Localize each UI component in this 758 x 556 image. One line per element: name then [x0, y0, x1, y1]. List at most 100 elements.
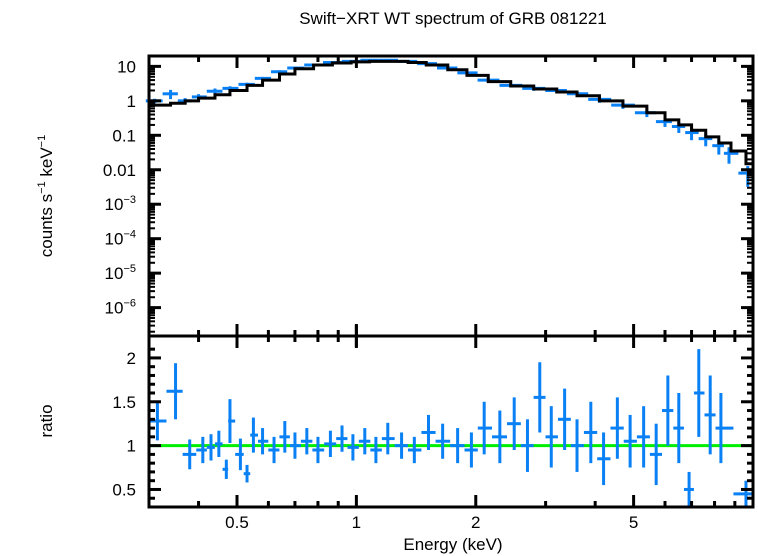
x-tick-label: 2 [471, 513, 480, 532]
ratio-data-point [557, 388, 571, 450]
y-tick-label: 0.01 [103, 161, 136, 180]
y-tick-label: 1 [127, 92, 136, 111]
ratio-data-point [673, 393, 684, 464]
spectrum-model-series [149, 59, 753, 166]
ratio-data-point [289, 432, 301, 459]
ratio-data-point [435, 423, 451, 459]
ratio-x-ticks: 0.5 1 2 5 [197, 336, 737, 532]
ratio-data-point [347, 434, 359, 461]
ratio-data-point [693, 349, 705, 437]
ratio-data-point [715, 393, 734, 464]
ratio-data-point [583, 401, 598, 464]
ratio-data-point [148, 401, 167, 441]
x-tick-label: 1 [352, 513, 361, 532]
tick-exponent: −5 [123, 263, 136, 275]
ratio-data-series [148, 349, 753, 507]
ratio-data-point [704, 375, 716, 455]
x-tick-label: 0.5 [225, 513, 249, 532]
ylabel-exp1: −1 [36, 181, 48, 194]
ratio-data-point [166, 363, 183, 420]
ratio-data-point [597, 432, 611, 486]
y-tick-label: 10−6 [105, 298, 136, 318]
model-step-line [149, 59, 753, 166]
tick-base: 0.1 [112, 126, 136, 145]
x-axis-label: Energy (keV) [403, 535, 502, 554]
ratio-data-point [507, 397, 521, 450]
ratio-panel: 0.5 1 1.5 2 0.5 1 2 5 ratio Energy (keV) [37, 334, 755, 554]
y-tick-label: 10−5 [105, 263, 136, 283]
ratio-data-point [477, 401, 493, 455]
ratio-data-point [570, 419, 584, 472]
ratio-data-point [649, 423, 663, 486]
tick-base: 10 [105, 264, 124, 283]
chart-title: Swift−XRT WT spectrum of GRB 081221 [299, 9, 607, 28]
ratio-data-point [182, 439, 197, 470]
y-tick-label: 10 [117, 57, 136, 76]
ratio-data-point [250, 417, 258, 453]
ratio-data-point [358, 428, 371, 455]
ratio-data-point [464, 432, 478, 468]
ratio-data-point [243, 464, 251, 483]
y-tick-label: 0.5 [112, 480, 136, 499]
ratio-data-point [421, 414, 436, 450]
x-tick-label: 5 [629, 513, 638, 532]
ratio-data-point [257, 428, 269, 455]
spectrum-y-axis-label: counts s−1 keV−1 [36, 135, 56, 257]
ratio-data-point [545, 406, 558, 468]
ratio-data-point [733, 480, 753, 507]
ratio-data-point [222, 459, 229, 479]
y-tick-label: 1 [127, 437, 136, 456]
ratio-data-point [268, 436, 280, 464]
ratio-data-point [279, 421, 290, 453]
ratio-data-point [324, 430, 337, 458]
ylabel-kev: keV [37, 147, 56, 182]
ratio-data-point [636, 406, 650, 468]
spectrum-data-point [723, 147, 739, 164]
y-tick-label: 10−4 [105, 229, 136, 249]
ratio-data-point [533, 362, 546, 433]
tick-base: 10 [105, 299, 124, 318]
tick-exponent: −4 [123, 229, 136, 241]
tick-base: 0.01 [103, 161, 136, 180]
tick-base: 10 [105, 195, 124, 214]
ratio-data-point [394, 432, 408, 459]
ylabel-exp2: −1 [36, 135, 48, 148]
ratio-data-point [206, 434, 215, 461]
ratio-data-point [312, 436, 325, 464]
spectrum-data-point [162, 89, 178, 100]
ratio-plot-frame [147, 334, 755, 509]
ratio-data-point [370, 436, 382, 464]
ratio-data-point [300, 428, 313, 455]
y-tick-label: 0.1 [112, 126, 136, 145]
tick-base: 1 [127, 92, 136, 111]
spectrum-data-series [145, 58, 755, 187]
ratio-data-point [214, 430, 223, 458]
y-tick-label: 2 [127, 349, 136, 368]
y-tick-label: 1.5 [112, 393, 136, 412]
ratio-y-axis-label: ratio [37, 404, 56, 437]
ratio-data-point [610, 397, 624, 459]
ratio-y-ticks: 0.5 1 1.5 2 [112, 347, 753, 500]
ratio-data-point [407, 436, 422, 464]
ratio-data-point [683, 471, 694, 507]
tick-exponent: −3 [123, 194, 136, 206]
ratio-data-point [196, 436, 207, 464]
ratio-data-point [450, 428, 465, 464]
ratio-data-point [228, 399, 236, 443]
tick-exponent: −6 [123, 298, 136, 310]
tick-base: 10 [105, 230, 124, 249]
spectrum-plot-frame [147, 54, 755, 338]
spectrum-x-ticks [197, 56, 737, 347]
ratio-data-point [520, 419, 534, 472]
ratio-data-point [336, 425, 348, 452]
ratio-data-point [492, 410, 508, 464]
ratio-data-point [623, 414, 637, 468]
y-tick-label: 10−3 [105, 194, 136, 214]
ratio-data-point [381, 422, 395, 455]
ratio-data-point [662, 375, 674, 446]
tick-base: 10 [117, 57, 136, 76]
ylabel-counts: counts s [37, 194, 56, 257]
